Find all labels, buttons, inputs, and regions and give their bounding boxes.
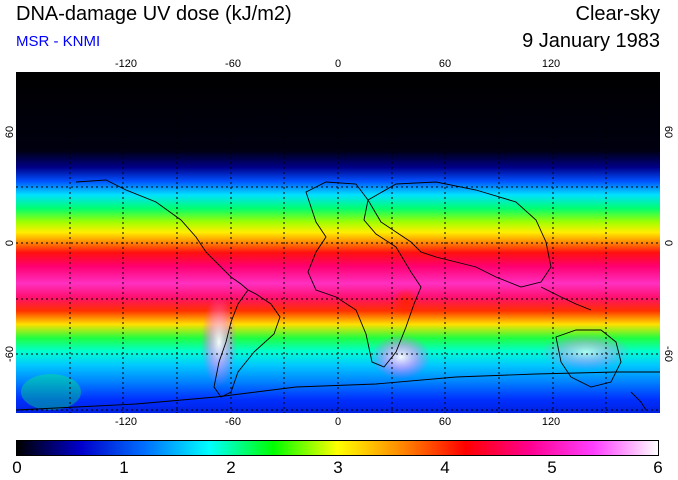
andes-uv-maximum xyxy=(201,297,237,387)
colorbar-label-1: 1 xyxy=(119,458,129,477)
lon-tick-top-60: 60 xyxy=(438,58,452,70)
southern-africa-uv-maximum xyxy=(371,335,431,379)
lon-tick-top-minus120: -120 xyxy=(114,58,138,70)
lon-tick-bottom-0: 0 xyxy=(334,416,342,428)
uv-dose-map-graphic xyxy=(16,72,660,413)
colorbar xyxy=(16,440,659,456)
new-zealand-coast xyxy=(630,391,647,411)
asia-coast xyxy=(367,181,552,288)
lat-tick-left-minus60: -60 xyxy=(4,346,16,362)
north-america-coast xyxy=(75,179,249,291)
colorbar-label-6: 6 xyxy=(653,458,663,477)
colorbar-label-4: 4 xyxy=(440,458,450,477)
south-pacific-green-patch xyxy=(21,374,81,410)
coastlines xyxy=(16,179,660,411)
sky-condition: Clear-sky xyxy=(575,3,660,25)
lat-tick-right-minus60: -60 xyxy=(662,346,674,362)
map-title: DNA-damage UV dose (kJ/m2) xyxy=(16,3,292,25)
map-source: MSR - KNMI xyxy=(16,33,101,50)
south-america-coast xyxy=(213,289,281,398)
colorbar-label-3: 3 xyxy=(333,458,343,477)
east-africa-uv-high xyxy=(392,288,420,316)
southeast-asia-islands xyxy=(540,286,592,311)
graticule xyxy=(16,72,660,413)
lon-tick-top-minus60: -60 xyxy=(225,58,241,70)
map-date: 9 January 1983 xyxy=(522,30,660,52)
lat-tick-right-0: 0 xyxy=(662,239,674,247)
colorbar-label-0: 0 xyxy=(12,458,22,477)
australia-uv-maximum xyxy=(541,334,631,370)
uv-dose-map xyxy=(16,72,660,413)
lon-tick-bottom-60: 60 xyxy=(438,416,452,428)
lat-tick-right-60: 60 xyxy=(662,125,674,139)
lon-tick-top-120: 120 xyxy=(541,58,561,70)
lon-tick-bottom-minus60: -60 xyxy=(225,416,241,428)
lon-tick-bottom-120: 120 xyxy=(541,416,561,428)
lon-tick-top-0: 0 xyxy=(334,58,342,70)
colorbar-label-5: 5 xyxy=(547,458,557,477)
lat-tick-left-0: 0 xyxy=(4,239,16,247)
antarctica-coast xyxy=(16,371,660,411)
lon-tick-bottom-minus120: -120 xyxy=(114,416,138,428)
colorbar-label-2: 2 xyxy=(226,458,236,477)
lat-tick-left-60: 60 xyxy=(4,125,16,139)
europe-africa-coast xyxy=(305,181,422,368)
